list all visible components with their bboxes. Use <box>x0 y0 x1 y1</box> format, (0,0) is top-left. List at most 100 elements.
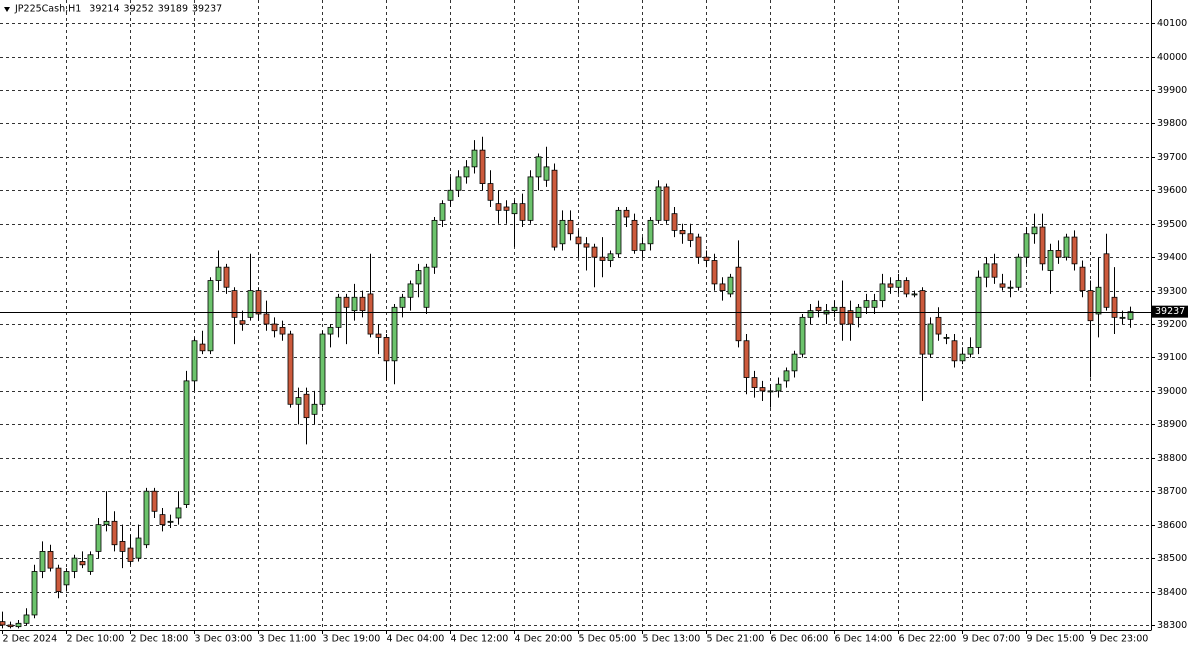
candle-body <box>175 507 182 519</box>
candle-body <box>303 393 310 419</box>
candle-body <box>663 186 670 221</box>
candle-body <box>583 243 590 248</box>
y-tick-label: 39600 <box>1157 185 1187 196</box>
candle-body <box>1111 296 1118 318</box>
candle-body <box>191 340 198 382</box>
candle-body <box>311 403 318 415</box>
grid <box>0 0 1151 630</box>
x-tick-label: 6 Dec 06:00 <box>771 634 829 645</box>
candle-body <box>263 313 270 325</box>
candle-body <box>407 283 414 298</box>
candle-body <box>631 219 638 251</box>
candle-body <box>927 323 934 355</box>
candle-body <box>367 293 374 335</box>
candle-body <box>903 280 910 295</box>
candle-body <box>1007 286 1014 289</box>
candle-body <box>1031 226 1038 235</box>
candle-body <box>343 296 350 308</box>
y-tick-label: 38400 <box>1157 587 1187 598</box>
x-tick-label: 5 Dec 05:00 <box>579 634 637 645</box>
candle-body <box>695 236 702 258</box>
candle-body <box>423 266 430 308</box>
candle-body <box>111 520 118 546</box>
candle-body <box>967 347 974 355</box>
candle-body <box>207 280 214 352</box>
candle-body <box>575 236 582 245</box>
candle-body <box>351 296 358 312</box>
candle-body <box>591 246 598 258</box>
x-tick-label: 5 Dec 13:00 <box>643 634 701 645</box>
header-value: 39189 <box>158 4 188 15</box>
candle-body <box>87 554 94 572</box>
x-tick-label: 4 Dec 04:00 <box>387 634 445 645</box>
candle-body <box>687 233 694 241</box>
candle-body <box>831 306 838 312</box>
candle-body <box>239 320 246 325</box>
header-value: 39214 <box>89 4 119 15</box>
y-tick-label: 38800 <box>1157 453 1187 464</box>
candle-body <box>71 557 78 572</box>
candle-body <box>767 390 774 393</box>
candle-body <box>1103 253 1110 308</box>
candle-body <box>271 323 278 332</box>
candle-body <box>815 306 822 312</box>
y-tick-label: 38900 <box>1157 419 1187 430</box>
candle-body <box>735 266 742 342</box>
candle-body <box>1071 236 1078 265</box>
candle-body <box>487 183 494 201</box>
candle-body <box>0 621 6 626</box>
candle-body <box>391 306 398 362</box>
y-tick-label: 39100 <box>1157 352 1187 363</box>
candle-body <box>119 540 126 552</box>
candle-body <box>655 186 662 221</box>
axes: 38300 38400 38500 38600 38700 38800 38900 39000… <box>2 18 1188 645</box>
candle-body <box>775 383 782 392</box>
x-tick-label: 2 Dec 2024 <box>3 634 58 645</box>
header-value: 39237 <box>192 4 222 15</box>
candle-body <box>159 514 166 526</box>
candle-body <box>919 290 926 355</box>
candle-body <box>847 310 854 325</box>
x-tick-label: 4 Dec 12:00 <box>451 634 509 645</box>
candle-body <box>1055 250 1062 258</box>
candle-body <box>535 156 542 178</box>
candles <box>0 136 1151 629</box>
x-tick-label: 3 Dec 03:00 <box>195 634 253 645</box>
candle-body <box>623 209 630 218</box>
x-tick-label: 5 Dec 21:00 <box>707 634 765 645</box>
y-tick-label: 39000 <box>1157 386 1187 397</box>
candle-body <box>983 263 990 278</box>
x-tick-label: 9 Dec 23:00 <box>1091 634 1149 645</box>
candle-body <box>151 490 158 512</box>
candle-body <box>431 219 438 268</box>
candle-body <box>671 213 678 231</box>
menu-triangle <box>4 7 10 12</box>
candle-body <box>223 266 230 288</box>
candle-body <box>383 337 390 362</box>
candle-body <box>887 283 894 288</box>
candle-body <box>455 176 462 191</box>
candle-body <box>807 310 814 318</box>
candle-body <box>991 263 998 278</box>
candle-body <box>495 203 502 211</box>
candle-body <box>447 189 454 201</box>
candle-body <box>95 524 102 552</box>
candle-body <box>639 243 646 251</box>
x-tick-label: 3 Dec 19:00 <box>323 634 381 645</box>
candle-body <box>1015 256 1022 288</box>
candle-body <box>783 370 790 382</box>
header-value: 39252 <box>124 4 154 15</box>
candle-body <box>879 283 886 302</box>
price-box <box>1152 305 1188 318</box>
candle-body <box>1023 233 1030 258</box>
candle-body <box>799 316 806 355</box>
candle-body <box>703 256 710 261</box>
y-tick-label: 38500 <box>1157 553 1187 564</box>
candle-body <box>719 283 726 291</box>
candle-body <box>791 353 798 372</box>
y-tick-label: 39800 <box>1157 118 1187 129</box>
candle-body <box>711 260 718 285</box>
candle-body <box>287 333 294 405</box>
candle-body <box>895 280 902 288</box>
candle-body <box>231 290 238 318</box>
